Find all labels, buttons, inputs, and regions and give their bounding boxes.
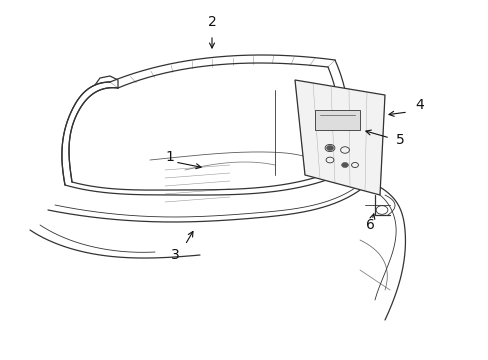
FancyBboxPatch shape [314, 110, 359, 130]
Text: 1: 1 [165, 150, 174, 164]
Text: 3: 3 [170, 248, 179, 262]
Text: 4: 4 [415, 98, 424, 112]
Polygon shape [294, 80, 384, 195]
Circle shape [341, 162, 348, 167]
Text: 5: 5 [395, 133, 404, 147]
Text: 2: 2 [207, 15, 216, 29]
Text: 6: 6 [365, 218, 374, 232]
Circle shape [326, 145, 333, 150]
